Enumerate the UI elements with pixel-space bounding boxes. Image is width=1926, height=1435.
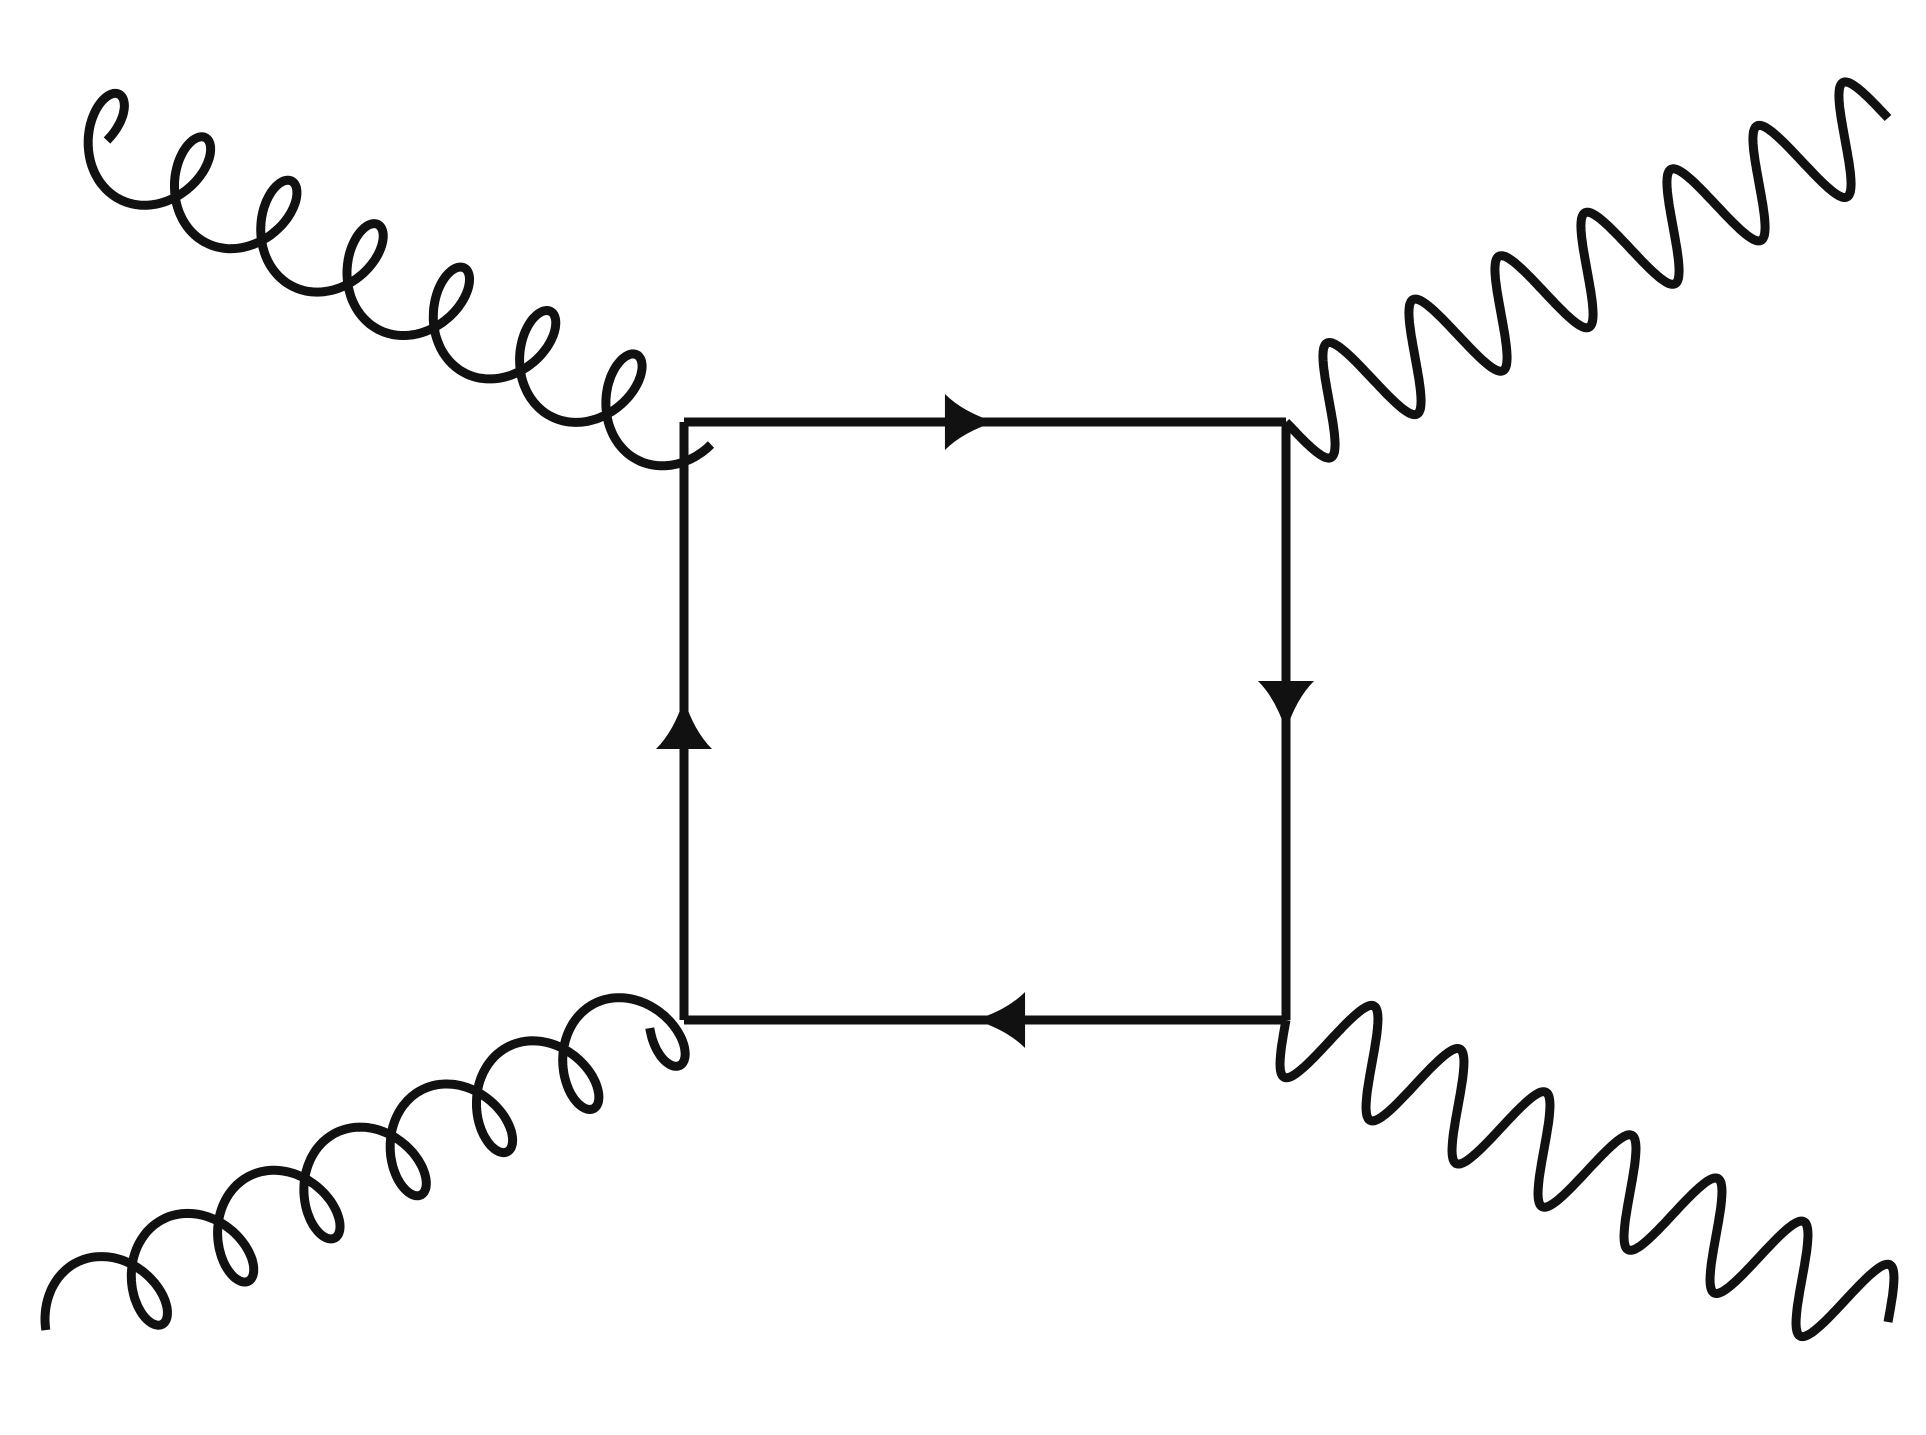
photon-line-top-right: [1286, 82, 1888, 458]
gluon-line-bottom-left: [45, 998, 685, 1330]
diagram-arrows: [656, 394, 1314, 1048]
photon-line-bottom-right: [1280, 1005, 1894, 1336]
diagram-lines: [45, 82, 1894, 1337]
fermion-arrow-right-icon: [945, 394, 995, 450]
gluon-line-top-left: [88, 93, 711, 465]
fermion-arrow-down-icon: [1258, 681, 1314, 731]
fermion-arrow-left-icon: [975, 992, 1025, 1048]
fermion-arrow-up-icon: [656, 699, 712, 749]
